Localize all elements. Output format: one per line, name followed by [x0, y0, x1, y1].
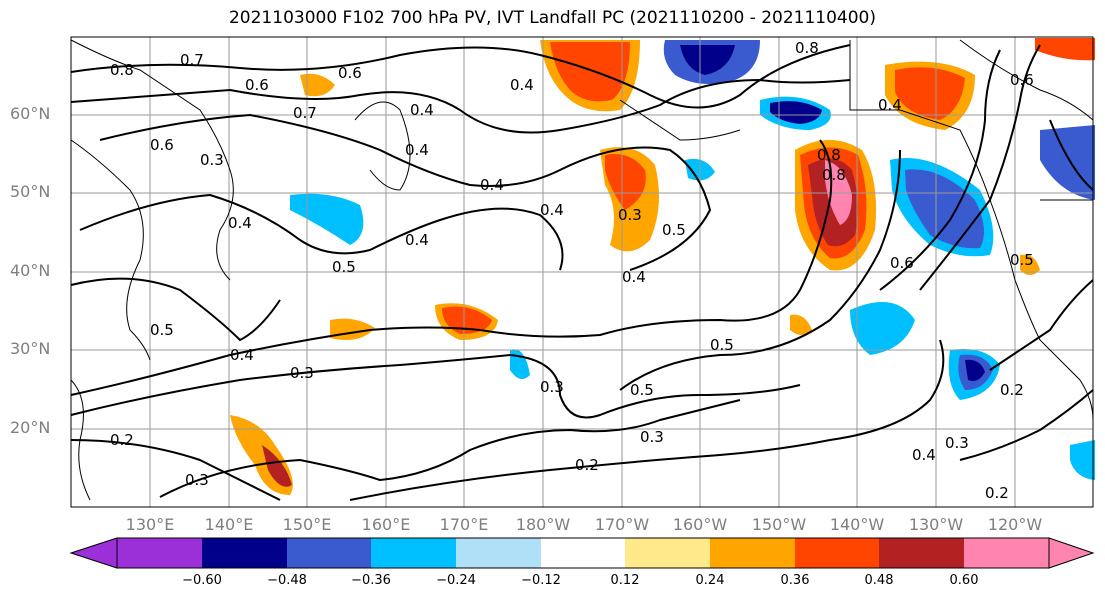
colorbar-bin — [795, 538, 879, 568]
lon-label: 150°E — [282, 515, 332, 534]
lat-label: 60°N — [10, 104, 51, 123]
contour-label: 0.4 — [480, 176, 504, 194]
colorbar-tick-label: −0.36 — [351, 573, 391, 588]
colorbar-extend-low — [69, 537, 118, 569]
contour-label: 0.3 — [290, 364, 314, 382]
lat-label: 40°N — [10, 261, 51, 280]
contour-label: 0.5 — [150, 321, 174, 339]
colorbar-bin — [456, 538, 541, 568]
lon-label: 180°W — [515, 515, 571, 534]
colorbar-bin — [202, 538, 287, 568]
colorbar-extend-high — [1048, 537, 1095, 569]
contour-label: 0.4 — [912, 446, 936, 464]
contour-label: 0.4 — [230, 346, 254, 364]
lat-label: 50°N — [10, 182, 51, 201]
colorbar-bin — [710, 538, 795, 568]
lon-label: 160°E — [361, 515, 411, 534]
coastlines — [70, 39, 1094, 501]
contour-label: 0.3 — [540, 378, 564, 396]
contour-label: 0.4 — [510, 76, 534, 94]
contour-label: 0.8 — [822, 166, 846, 184]
contour-label-group: 0.8 0.7 0.6 0.6 0.7 0.6 0.4 0.3 0.8 0.6 … — [110, 39, 1034, 502]
colorbar-bin — [879, 538, 964, 568]
lat-lon-grid — [71, 37, 1093, 507]
colorbar-tick-label: 0.48 — [864, 573, 894, 588]
contour-label: 0.2 — [1000, 381, 1024, 399]
contour-label: 0.4 — [228, 214, 252, 232]
lon-label: 160°W — [672, 515, 728, 534]
colorbar-bin — [541, 538, 625, 568]
contour-label: 0.4 — [540, 201, 564, 219]
contour-label: 0.4 — [410, 101, 434, 119]
colorbar-bin — [287, 538, 371, 568]
contour-label: 0.3 — [640, 428, 664, 446]
contour-label: 0.8 — [817, 146, 841, 164]
contour-label: 0.3 — [618, 206, 642, 224]
contour-label: 0.5 — [662, 221, 686, 239]
contour-label: 0.5 — [710, 336, 734, 354]
colorbar-tick-label: 0.60 — [949, 573, 979, 588]
contour-label: 0.8 — [110, 61, 134, 79]
lon-label: 140°W — [829, 515, 885, 534]
map-frame — [70, 36, 1094, 508]
lon-label: 150°W — [751, 515, 807, 534]
colorbar-bin — [625, 538, 710, 568]
pv-contours — [70, 44, 1094, 501]
shaded-anomalies — [230, 38, 1095, 495]
contour-label: 0.6 — [338, 64, 362, 82]
colorbar-tick-label: 0.24 — [695, 573, 725, 588]
colorbar — [69, 537, 1095, 569]
contour-label: 0.4 — [405, 141, 429, 159]
lat-label: 20°N — [10, 418, 51, 437]
contour-label: 0.2 — [110, 431, 134, 449]
lon-label: 130°E — [125, 515, 175, 534]
contour-label: 0.3 — [945, 434, 969, 452]
contour-label: 0.6 — [245, 76, 269, 94]
contour-label: 0.3 — [200, 151, 224, 169]
contour-label: 0.2 — [575, 456, 599, 474]
map-title: 2021103000 F102 700 hPa PV, IVT Landfall… — [228, 8, 876, 28]
colorbar-bin — [964, 538, 1049, 568]
colorbar-outline — [116, 537, 1050, 569]
lon-label: 140°E — [204, 515, 254, 534]
contour-label: 0.5 — [1010, 251, 1034, 269]
contour-label: 0.4 — [622, 268, 646, 286]
contour-label: 0.4 — [405, 231, 429, 249]
colorbar-tick-label: −0.60 — [182, 573, 222, 588]
colorbar-tick-label: 0.36 — [780, 573, 810, 588]
colorbar-tick-label: −0.24 — [436, 573, 476, 588]
colorbar-tick-label: 0.12 — [610, 573, 640, 588]
contour-label: 0.7 — [293, 104, 317, 122]
lat-label: 30°N — [10, 339, 51, 358]
contour-label: 0.5 — [332, 258, 356, 276]
lon-label: 170°E — [439, 515, 489, 534]
colorbar-tick-label: −0.12 — [521, 573, 561, 588]
contour-label: 0.3 — [185, 471, 209, 489]
contour-label: 0.6 — [890, 254, 914, 272]
lon-label: 130°W — [908, 515, 964, 534]
colorbar-bin — [371, 538, 456, 568]
colorbar-tick-label: −0.48 — [267, 573, 307, 588]
colorbar-bin — [117, 538, 202, 568]
contour-label: 0.4 — [878, 96, 902, 114]
contour-label: 0.7 — [180, 51, 204, 69]
lon-label: 170°W — [594, 515, 650, 534]
contour-label: 0.6 — [1010, 71, 1034, 89]
contour-label: 0.5 — [630, 381, 654, 399]
contour-label: 0.6 — [150, 136, 174, 154]
contour-label: 0.8 — [795, 39, 819, 57]
lon-label: 120°W — [987, 515, 1043, 534]
contour-label: 0.2 — [985, 484, 1009, 502]
